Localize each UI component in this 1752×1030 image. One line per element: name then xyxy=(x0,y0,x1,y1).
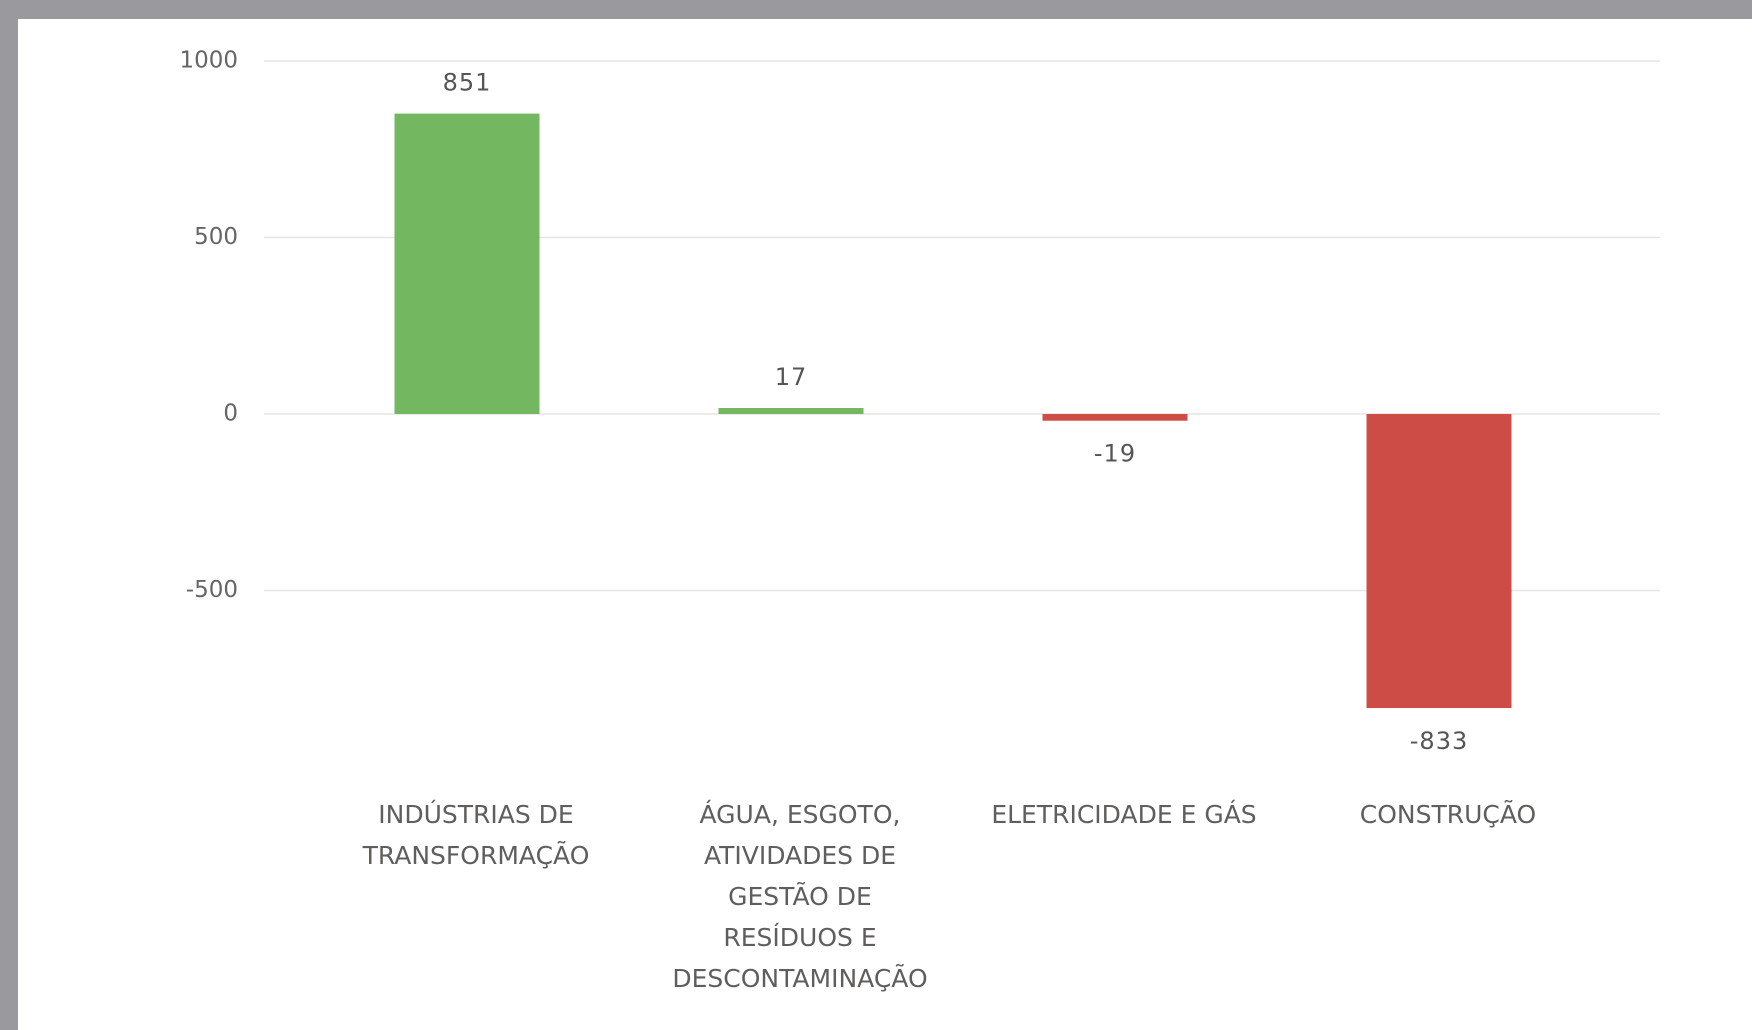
y-tick-label: 0 xyxy=(223,401,238,427)
data-label: 17 xyxy=(775,363,808,391)
y-tick-label: -500 xyxy=(186,577,238,603)
data-label: -19 xyxy=(1094,440,1136,468)
y-tick-label: 1000 xyxy=(179,48,238,74)
x-tick-label: INDÚSTRIAS DE TRANSFORMAÇÃO xyxy=(362,799,590,870)
x-tick-label: CONSTRUÇÃO xyxy=(1360,799,1536,829)
bar xyxy=(394,113,540,415)
bar xyxy=(1042,414,1188,421)
x-tick-label: ELETRICIDADE E GÁS xyxy=(991,800,1256,829)
y-tick-label: 500 xyxy=(194,224,238,250)
data-label: 851 xyxy=(443,69,492,97)
data-label: -833 xyxy=(1410,727,1468,755)
x-tick-label: ÁGUA, ESGOTO, ATIVIDADES DE GESTÃO DE RESÍD… xyxy=(672,800,927,993)
bar xyxy=(718,407,864,414)
bar xyxy=(1366,414,1512,709)
